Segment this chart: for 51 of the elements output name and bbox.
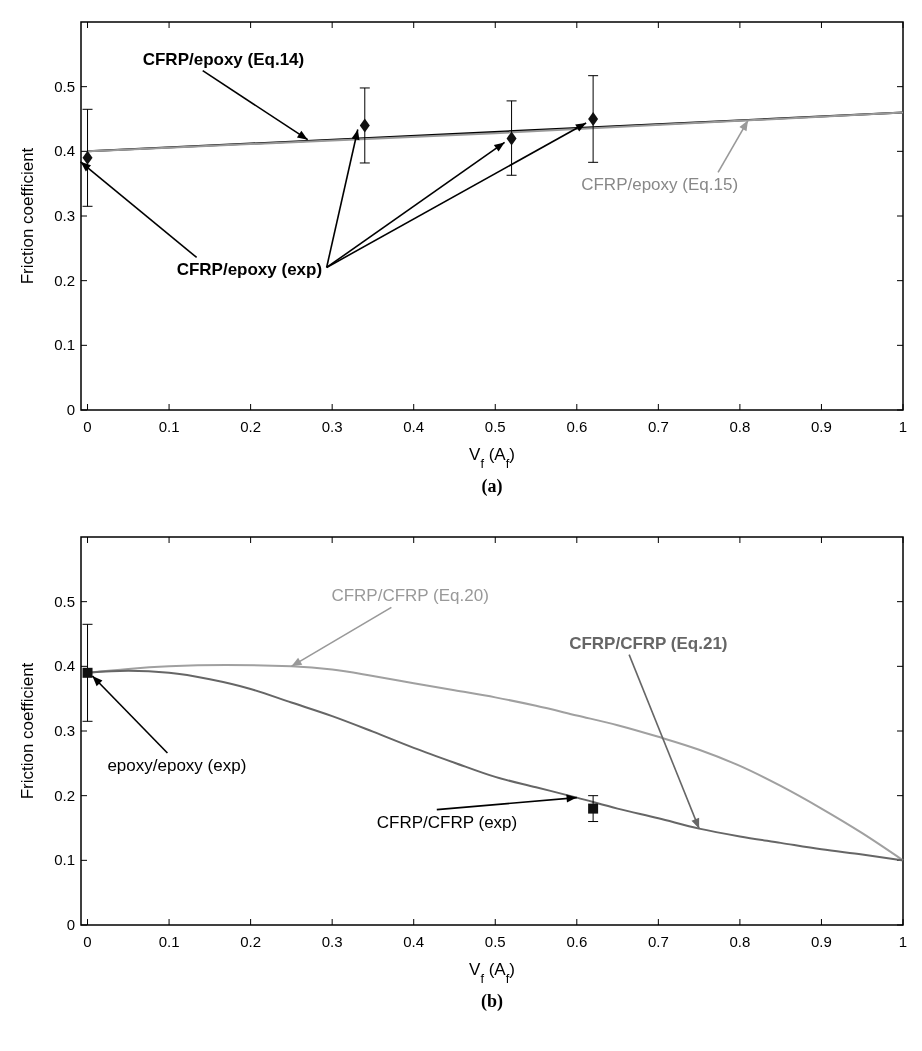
y-tick-label: 0.3 [54,722,75,739]
x-tick-label: 1 [898,933,908,950]
x-tick-label: 0.2 [240,933,262,950]
point [359,118,370,133]
annotation: CFRP/epoxy (exp) [176,260,323,280]
x-tick-label: 0.6 [566,418,588,435]
x-tick-label: 0.4 [403,418,425,435]
x-tick-label: 0 [83,933,92,950]
y-tick-label: 0.5 [54,77,75,95]
y-tick-label: 0 [66,401,75,418]
x-tick-label: 0.1 [158,418,180,435]
y-tick-label: 0.1 [54,336,75,354]
annotation: CFRP/epoxy (Eq.15) [581,175,739,195]
x-tick-label: 0.5 [484,933,506,950]
y-tick-label: 0.1 [54,851,75,869]
x-tick-label: 0.5 [484,418,506,435]
x-tick-label: 0.3 [321,933,343,950]
y-axis-title: Friction coefficient [18,147,37,285]
text: (b) [481,991,503,1012]
y-tick-label: 0.4 [54,142,75,160]
x-tick-label: 0.1 [158,933,180,950]
x-tick-label: 0.8 [729,933,751,950]
x-tick-label: 0 [83,418,92,435]
y-tick-label: 0.3 [54,207,75,224]
x-tick-label: 1 [898,418,908,435]
x-tick-label: 0.7 [647,933,669,950]
point [506,131,517,146]
x-tick-label: 0.4 [403,933,425,950]
x-tick-label: 0.8 [729,418,751,435]
y-tick-label: 0.4 [54,657,75,675]
x-tick-label: 0.2 [240,418,262,435]
annotation: epoxy/epoxy (exp) [107,756,247,776]
x-tick-label: 0.9 [811,418,832,435]
x-tick-label: 0.7 [647,418,669,435]
annotation: CFRP/CFRP (Eq.21) [569,633,728,653]
annotation: CFRP/CFRP (exp) [376,812,518,832]
point [588,112,599,126]
x-tick-label: 0.6 [566,933,588,950]
y-tick-label: 0.5 [54,592,75,610]
y-tick-label: 0.2 [54,786,75,804]
annotation: CFRP/CFRP (Eq.20) [331,586,489,606]
annotation: CFRP/epoxy (Eq.14) [142,49,305,69]
x-tick-label: 0.9 [811,933,832,950]
y-tick-label: 0 [66,916,75,933]
text: (a) [481,476,503,497]
x-tick-label: 0.3 [321,418,343,435]
point [82,150,93,165]
x-axis-title: V$_{f}$ (A$_{f}$) [469,960,515,986]
x-axis-title: V$_{f}$ (A$_{f}$) [469,445,515,471]
y-tick-label: 0.2 [54,271,75,289]
y-axis-title: Friction coefficient [18,662,37,800]
